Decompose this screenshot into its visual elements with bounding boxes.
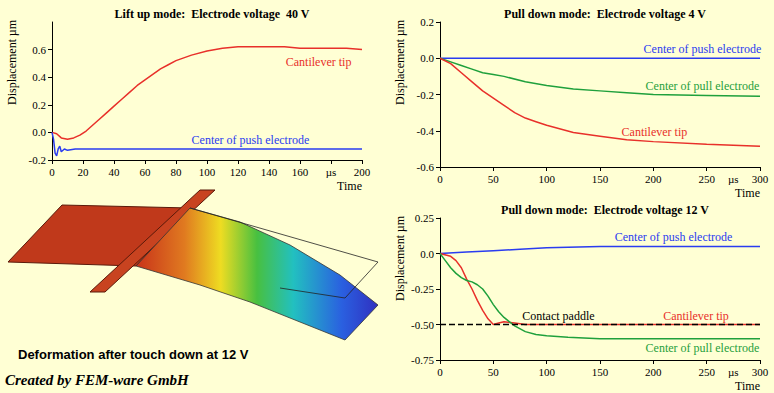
svg-text:Time: Time [337, 179, 362, 193]
svg-text:-0.2: -0.2 [417, 89, 434, 101]
svg-text:-0.4: -0.4 [417, 125, 435, 137]
svg-text:100: 100 [538, 366, 555, 378]
svg-text:Cantilever tip: Cantilever tip [663, 309, 729, 323]
svg-text:µm: µm [5, 19, 19, 36]
svg-text:0: 0 [49, 166, 55, 178]
svg-text:-0.50: -0.50 [411, 319, 434, 331]
svg-text:160: 160 [292, 166, 309, 178]
svg-text:Lift up mode: Electrode volta: Lift up mode: Electrode voltage 40 V [115, 7, 310, 21]
svg-text:0.0: 0.0 [420, 52, 434, 64]
svg-text:Center of push electrode: Center of push electrode [615, 230, 733, 244]
svg-text:-0.25: -0.25 [411, 283, 434, 295]
svg-text:Deformation after touch down a: Deformation after touch down at 12 V [18, 347, 249, 362]
svg-text:Displacement: Displacement [393, 38, 407, 105]
svg-text:-0.75: -0.75 [411, 354, 434, 366]
svg-text:300: 300 [752, 366, 769, 378]
svg-text:0.6: 0.6 [32, 44, 46, 56]
svg-text:80: 80 [171, 166, 183, 178]
svg-text:Cantilever tip: Cantilever tip [622, 125, 688, 139]
svg-text:0.0: 0.0 [32, 126, 46, 138]
svg-text:250: 250 [698, 366, 715, 378]
svg-text:0.2: 0.2 [420, 16, 434, 28]
svg-text:0.4: 0.4 [32, 71, 46, 83]
svg-text:0: 0 [437, 173, 443, 185]
svg-text:µs: µs [728, 173, 739, 185]
svg-text:50: 50 [488, 173, 500, 185]
svg-text:-0.6: -0.6 [417, 161, 435, 173]
svg-text:200: 200 [645, 366, 662, 378]
svg-text:40: 40 [109, 166, 121, 178]
svg-text:µs: µs [728, 366, 739, 378]
svg-text:Created by FEM-ware GmbH: Created by FEM-ware GmbH [5, 372, 190, 388]
svg-text:150: 150 [592, 173, 609, 185]
svg-text:200: 200 [645, 173, 662, 185]
svg-text:Pull down mode: Electrode vol: Pull down mode: Electrode voltage 12 V [501, 203, 709, 217]
svg-text:0.2: 0.2 [32, 99, 46, 111]
svg-text:Displacement: Displacement [393, 234, 407, 301]
svg-text:100: 100 [538, 173, 555, 185]
svg-text:Time: Time [735, 186, 760, 200]
svg-text:µm: µm [393, 19, 407, 36]
svg-text:140: 140 [261, 166, 278, 178]
svg-text:Displacement: Displacement [5, 38, 19, 105]
svg-text:200: 200 [354, 166, 371, 178]
svg-text:0.0: 0.0 [420, 248, 434, 260]
svg-text:Center of push electrode: Center of push electrode [192, 133, 310, 147]
svg-text:-0.2: -0.2 [29, 154, 46, 166]
svg-text:300: 300 [752, 173, 769, 185]
svg-text:Center of push electrode: Center of push electrode [644, 42, 762, 56]
svg-text:250: 250 [698, 173, 715, 185]
svg-text:150: 150 [592, 366, 609, 378]
svg-text:Time: Time [735, 379, 760, 393]
svg-text:Contact paddle: Contact paddle [522, 309, 594, 323]
svg-text:Center of pull electrode: Center of pull electrode [646, 79, 760, 93]
svg-text:0: 0 [437, 366, 443, 378]
svg-text:60: 60 [140, 166, 152, 178]
svg-text:100: 100 [199, 166, 216, 178]
svg-text:µm: µm [393, 215, 407, 232]
svg-text:120: 120 [230, 166, 247, 178]
svg-text:Center of pull electrode: Center of pull electrode [646, 341, 760, 355]
svg-text:20: 20 [78, 166, 90, 178]
svg-text:Cantilever tip: Cantilever tip [286, 55, 352, 69]
svg-text:0.25: 0.25 [415, 212, 435, 224]
svg-text:Pull down mode: Electrode vol: Pull down mode: Electrode voltage 4 V [504, 7, 706, 21]
svg-text:µs: µs [326, 166, 337, 178]
svg-text:50: 50 [488, 366, 500, 378]
